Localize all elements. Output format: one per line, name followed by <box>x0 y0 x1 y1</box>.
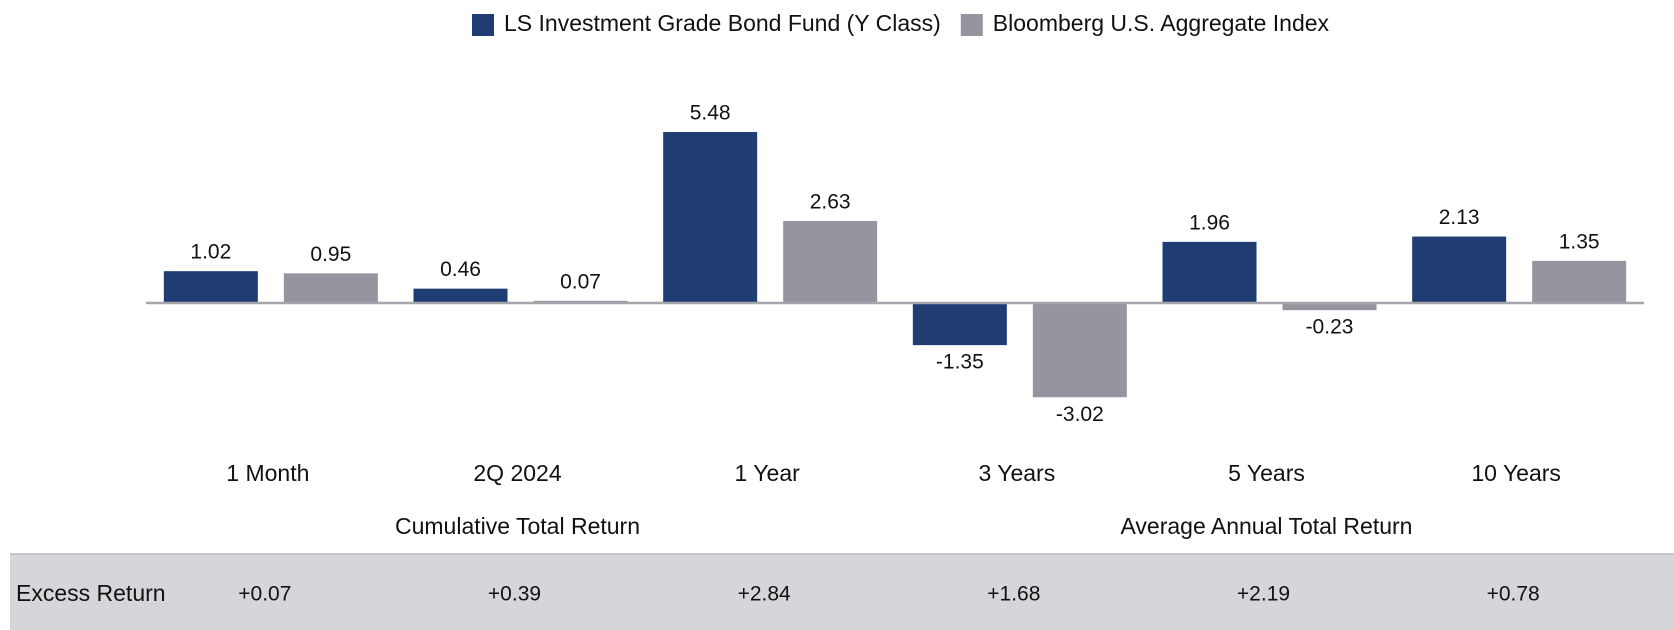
legend-swatch <box>472 14 494 36</box>
x-tick-label: 3 Years <box>978 460 1055 486</box>
data-label: 1.96 <box>1189 211 1230 234</box>
group-label: Average Annual Total Return <box>1121 513 1413 539</box>
bar <box>663 132 758 303</box>
data-label: 0.46 <box>440 258 481 281</box>
x-tick-label: 5 Years <box>1228 460 1305 486</box>
bar <box>1412 236 1507 303</box>
bar <box>912 303 1007 346</box>
bar <box>283 273 378 303</box>
excess-value: +0.39 <box>488 583 541 606</box>
data-label: 1.02 <box>190 241 231 264</box>
excess-value: +2.84 <box>738 583 791 606</box>
excess-value: +0.07 <box>238 583 291 606</box>
group-label: Cumulative Total Return <box>395 513 640 539</box>
data-label: -0.23 <box>1306 316 1354 339</box>
legend-swatch <box>960 14 983 36</box>
legend-label: LS Investment Grade Bond Fund (Y Class) <box>504 10 941 36</box>
legend-label: Bloomberg U.S. Aggregate Index <box>993 10 1330 36</box>
bar <box>1282 303 1377 311</box>
data-label: -3.02 <box>1056 403 1104 426</box>
x-tick-label: 1 Month <box>226 460 309 486</box>
data-label: -1.35 <box>936 351 984 374</box>
data-label: 2.13 <box>1439 206 1480 229</box>
bar <box>413 288 508 303</box>
bar <box>1162 241 1257 303</box>
excess-label: Excess Return <box>16 580 166 606</box>
bar <box>163 271 258 303</box>
excess-value: +0.78 <box>1487 583 1540 606</box>
excess-value: +1.68 <box>987 583 1040 606</box>
x-tick-label: 1 Year <box>735 460 801 486</box>
bar <box>1532 260 1627 303</box>
data-label: 2.63 <box>810 190 851 213</box>
bar <box>1032 303 1127 398</box>
data-label: 0.07 <box>560 270 601 293</box>
excess-band <box>10 554 1674 630</box>
data-label: 1.35 <box>1559 230 1600 253</box>
data-label: 0.95 <box>310 243 351 266</box>
bar <box>783 220 878 303</box>
excess-value: +2.19 <box>1237 583 1290 606</box>
x-tick-label: 10 Years <box>1471 460 1561 486</box>
data-label: 5.48 <box>690 102 731 125</box>
x-tick-label: 2Q 2024 <box>473 460 561 486</box>
